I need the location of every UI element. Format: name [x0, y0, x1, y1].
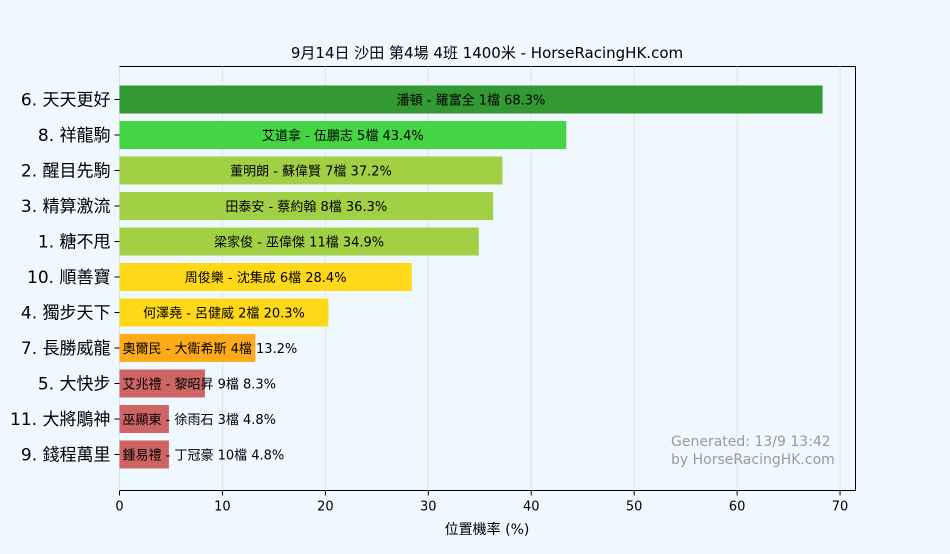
x-tick-label: 20 [317, 500, 334, 515]
x-ticks: 0 10 20 30 40 50 60 70 [115, 490, 849, 515]
x-tick-label: 70 [832, 500, 849, 515]
bar-data-label: 董明朗 - 蘇偉賢 7檔 37.2% [230, 165, 392, 180]
y-tick-label: 5. 大快步 [38, 375, 111, 395]
y-tick-label: 7. 長勝威龍 [21, 339, 111, 359]
y-tick-label: 11. 大將鵰神 [10, 410, 110, 430]
bar [119, 405, 169, 433]
x-tick-label: 10 [214, 500, 231, 515]
x-axis-label: 位置機率 (%) [445, 521, 530, 538]
bar-data-label: 鍾易禮 - 丁冠豪 10檔 4.8% [123, 448, 285, 464]
y-tick-label: 3. 精算激流 [21, 197, 111, 217]
y-tick-label: 1. 糖不甩 [38, 233, 111, 253]
bars: 潘頓 - 羅富全 1檔 68.3% 艾道拿 - 伍鵬志 5檔 43.4% 董明朗 -… [119, 85, 823, 469]
y-tick-label: 4. 獨步天下 [21, 304, 111, 324]
bar [119, 192, 494, 220]
x-tick-label: 0 [115, 500, 123, 515]
bar-data-label: 巫顯東 - 徐雨石 3檔 4.8% [123, 412, 277, 428]
bar [119, 263, 412, 291]
bar-data-label: 潘頓 - 羅富全 1檔 68.3% [397, 93, 546, 109]
bar [119, 298, 329, 327]
bar-data-label: 奧爾民 - 大衛希斯 4檔 13.2% [123, 342, 298, 357]
y-tick-label: 9. 錢程萬里 [21, 446, 111, 466]
bar-data-label: 周俊樂 - 沈集成 6檔 28.4% [185, 270, 347, 286]
y-tick-label: 6. 天天更好 [21, 91, 111, 111]
x-tick-label: 30 [420, 500, 437, 515]
bar [119, 121, 567, 149]
bar [119, 156, 503, 185]
bar [119, 85, 823, 114]
chart-title: 9月14日 沙田 第4場 4班 1400米 - HorseRacingHK.co… [291, 44, 683, 62]
bar-data-label: 田泰安 - 蔡約翰 8檔 36.3% [225, 200, 387, 215]
y-tick-label: 2. 醒目先駒 [21, 162, 111, 182]
watermark-site: by HorseRacingHK.com [671, 452, 835, 468]
bar-data-label: 何澤堯 - 呂健威 2檔 20.3% [143, 306, 305, 322]
bar-data-label: 艾道拿 - 伍鵬志 5檔 43.4% [262, 128, 424, 144]
x-tick-label: 60 [729, 500, 746, 515]
bar [119, 334, 256, 362]
y-tick-labels: 6. 天天更好 8. 祥龍駒 2. 醒目先駒 3. 精算激流 1. 糖不甩 10. 順善寶… [10, 91, 120, 466]
y-tick-label: 10. 順善寶 [27, 267, 110, 288]
bar [119, 227, 479, 256]
watermark-generated: Generated: 13/9 13:42 [671, 434, 831, 450]
bar-data-label: 艾兆禮 - 黎昭昇 9檔 8.3% [122, 378, 276, 393]
bar-data-label: 梁家俊 - 巫偉傑 11檔 34.9% [214, 235, 384, 251]
y-tick-label: 8. 祥龍駒 [38, 126, 111, 146]
bar [119, 369, 205, 398]
bar [119, 440, 169, 469]
x-tick-label: 50 [626, 500, 643, 515]
x-tick-label: 40 [523, 500, 540, 515]
